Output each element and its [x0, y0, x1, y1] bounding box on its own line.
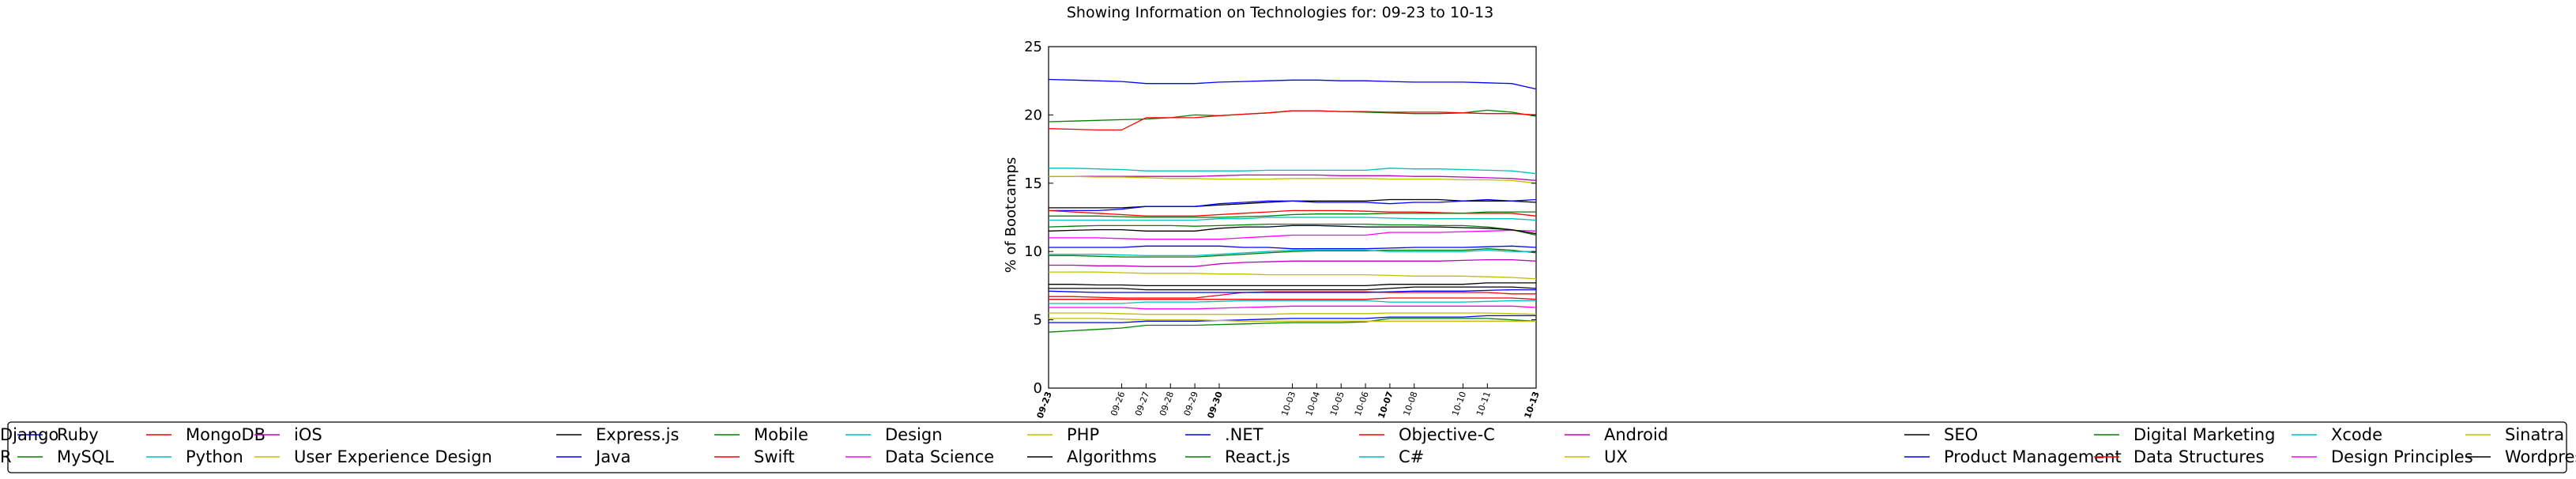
legend-label-4: iOS: [294, 425, 322, 444]
x-tick-label-9: 10-06: [1353, 390, 1371, 417]
series-line-25: [1049, 305, 1537, 310]
series-line-16: [1049, 291, 1536, 299]
y-tick-label-1: 5: [1034, 312, 1042, 329]
y-axis-label: % of Bootcamps: [1003, 157, 1019, 273]
series-line-28: [1048, 289, 1536, 293]
legend: Ruby MySQL MongoDB Python iOS User Experience…: [0, 421, 2576, 473]
x-tick-label-14: 10-13: [1523, 390, 1542, 421]
legend-label-24: Xcode: [2331, 425, 2382, 444]
series-line-26: [1049, 318, 1536, 322]
series-line-2: [1048, 110, 1537, 131]
x-tick-label-1: 09-26: [1109, 390, 1127, 417]
x-tick-label-4: 09-29: [1182, 390, 1200, 417]
series-line-12: [1049, 271, 1537, 280]
series-line-29: [1049, 211, 1536, 218]
series-line-18: [1049, 258, 1537, 267]
legend-label-26: Sinatra: [2505, 425, 2564, 444]
series-line-5: [1049, 175, 1537, 184]
series-line-13: [1049, 286, 1537, 291]
legend-label-16: Objective-C: [1399, 425, 1495, 444]
x-tick-label-3: 09-28: [1158, 390, 1176, 417]
x-tick-label-7: 10-04: [1304, 390, 1322, 417]
series-line-8: [1048, 223, 1537, 236]
y-tick-label-2: 10: [1024, 243, 1042, 260]
legend-label-15: React.js: [1225, 447, 1290, 466]
legend-label-19: UX: [1604, 447, 1628, 466]
y-tick-label-4: 20: [1024, 107, 1042, 123]
legend-label-12: PHP: [1067, 425, 1099, 444]
y-tick-label-5: 25: [1024, 39, 1042, 55]
series-line-10: [1049, 217, 1537, 221]
x-tick-label-13: 10-11: [1474, 390, 1493, 417]
x-tick-label-10: 10-07: [1376, 390, 1395, 421]
legend-label-5: User Experience Design: [294, 447, 492, 466]
legend-label-7: Java: [594, 447, 631, 466]
chart-title: Showing Information on Technologies for:…: [1067, 4, 1493, 21]
legend-label-25: Design Principles: [2331, 447, 2473, 466]
legend-label-2: MongoDB: [186, 425, 266, 444]
series-line-7: [1049, 198, 1537, 212]
series-line-22: [1049, 248, 1537, 258]
series-line-3: [1049, 168, 1537, 175]
x-tick-label-6: 10-03: [1279, 390, 1297, 417]
y-axis: 0 5 10 15 20 25: [1024, 39, 1536, 397]
series-line-14: [1049, 245, 1537, 250]
legend-label-10: Design: [885, 425, 943, 444]
series-line-4: [1049, 174, 1537, 181]
legend-label-23: Data Structures: [2133, 447, 2264, 466]
legend-label-9: Swift: [754, 447, 795, 466]
series-line-23: [1049, 297, 1537, 300]
legend-label-13: Algorithms: [1067, 447, 1157, 466]
legend-label-1: MySQL: [57, 447, 114, 466]
legend-label-3: Python: [186, 447, 243, 466]
legend-label-6: Express.js: [596, 425, 679, 444]
y-tick-label-0: 0: [1034, 380, 1042, 397]
legend-label-29: R: [0, 447, 12, 466]
legend-label-14: .NET: [1225, 425, 1264, 444]
legend-label-0: Ruby: [57, 425, 99, 444]
series-line-11: [1049, 229, 1537, 240]
legend-label-18: Android: [1604, 425, 1668, 444]
legend-label-11: Data Science: [885, 447, 994, 466]
x-tick-label-2: 09-27: [1133, 390, 1151, 417]
y-tick-label-3: 15: [1024, 175, 1042, 192]
legend-label-20: SEO: [1944, 425, 1978, 444]
legend-label-17: C#: [1399, 447, 1424, 466]
x-tick-label-11: 10-08: [1401, 390, 1419, 417]
legend-label-28: Django: [0, 425, 58, 444]
x-axis: 09-23 09-26 09-27 09-28 09-29 09-30 10-03 10-04…: [1035, 383, 1542, 420]
legend-label-21: Product Management: [1944, 447, 2122, 466]
series-line-17: [1049, 300, 1536, 304]
x-tick-label-5: 09-30: [1206, 390, 1225, 420]
series-line-24: [1049, 249, 1536, 257]
x-tick-label-8: 10-05: [1328, 390, 1346, 417]
series-line-27: [1048, 224, 1537, 235]
series-line-15: [1048, 318, 1537, 333]
series-line-21: [1049, 315, 1536, 323]
plot-area: [1048, 46, 1537, 389]
series-line-20: [1049, 282, 1536, 287]
legend-label-8: Mobile: [754, 425, 808, 444]
x-tick-label-12: 10-10: [1450, 390, 1468, 417]
series-line-19: [1049, 312, 1537, 315]
series-line-0: [1048, 78, 1537, 90]
legend-label-27: Wordpress: [2505, 447, 2576, 466]
legend-label-22: Digital Marketing: [2133, 425, 2275, 444]
